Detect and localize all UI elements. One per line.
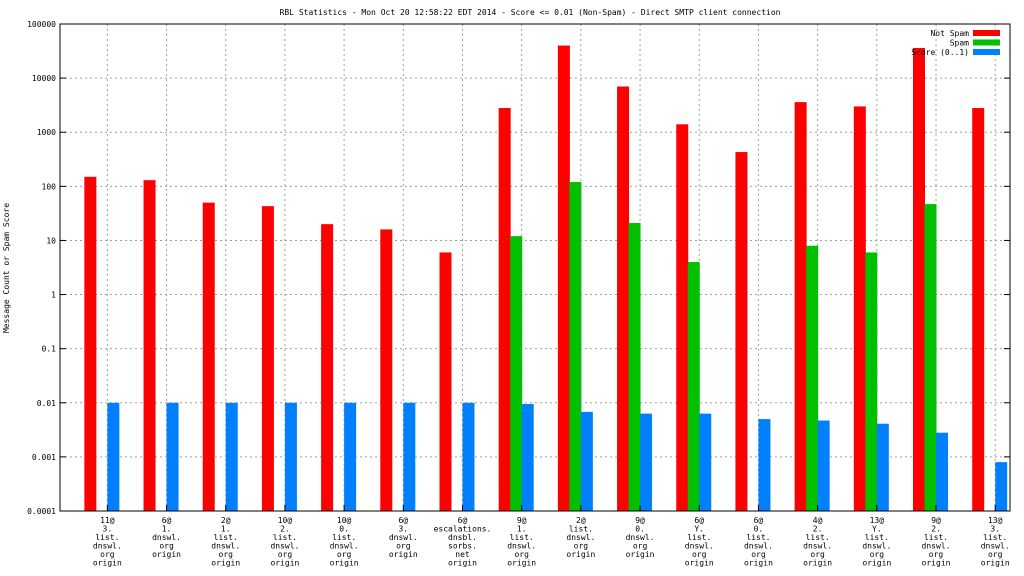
legend-label: Spam [950, 39, 969, 48]
bar-not-spam [202, 202, 215, 511]
bar-score-0-1 [995, 462, 1008, 511]
bar-score-0-1 [876, 423, 889, 511]
bars [84, 45, 1008, 512]
legend-label: Not Spam [930, 29, 969, 38]
bar-not-spam [913, 48, 926, 511]
bar-score-0-1 [817, 420, 830, 511]
x-tick-label: 2@ 1. list. dnswl. org origin [211, 516, 240, 568]
bar-score-0-1 [758, 419, 771, 511]
x-tick-label: 9@ 1. list. dnswl. org origin [507, 516, 536, 568]
bar-score-0-1 [344, 402, 357, 511]
x-tick-label: 6@ 3. dnswl. org origin [389, 516, 418, 559]
bar-not-spam [498, 108, 511, 511]
y-ticks: 0.0001 0.001 0.01 0.1 1 10 100 1000 10000 100000 [27, 20, 1010, 516]
y-tick-label: 100 [42, 182, 57, 191]
x-tick-label: 9@ 2. list. dnswl. org origin [922, 516, 951, 568]
y-axis-label: Message Count or Spam Score [2, 203, 11, 333]
x-tick-label: 2@ list. dnswl. org origin [566, 516, 595, 559]
legend-swatch [973, 30, 1000, 36]
plot-frame [59, 23, 1011, 512]
bar-spam [510, 236, 523, 512]
x-tick-label: 6@ 0. list. dnswl. org origin [744, 516, 773, 568]
bar-score-0-1 [936, 432, 949, 511]
bar-score-0-1 [640, 413, 653, 511]
bar-spam [865, 252, 878, 512]
bar-score-0-1 [166, 402, 179, 511]
y-tick-label: 10000 [32, 74, 56, 83]
y-tick-label: 0.1 [42, 345, 57, 354]
bar-score-0-1 [107, 402, 120, 511]
x-tick-label: 6@ 1. dnswl. org origin [152, 516, 181, 559]
bar-not-spam [557, 45, 570, 512]
legend-label: Score (0..1) [911, 48, 969, 57]
x-tick-label: 13@ 3. list. dnswl. org origin [981, 516, 1010, 568]
bar-not-spam [261, 206, 274, 512]
bar-not-spam [735, 152, 748, 511]
bar-score-0-1 [521, 403, 534, 511]
bar-not-spam [972, 108, 985, 511]
bar-spam [628, 223, 641, 512]
bar-spam [569, 182, 582, 511]
bar-score-0-1 [580, 411, 593, 511]
y-tick-label: 100000 [27, 20, 56, 29]
x-tick-label: 10@ 0. list. dnswl. org origin [330, 516, 359, 568]
y-tick-label: 0.0001 [27, 507, 56, 516]
y-tick-label: 1 [51, 291, 56, 300]
bar-not-spam [84, 176, 97, 511]
x-ticks: 11@ 3. list. dnswl. org origin 6@ 1. dnswl. org or… [93, 505, 1010, 568]
y-tick-label: 0.01 [37, 399, 56, 408]
bar-not-spam [617, 86, 630, 511]
bar-not-spam [853, 106, 866, 511]
bar-spam [806, 245, 819, 511]
x-tick-label: 6@ Y. list. dnswl. org origin [685, 516, 714, 568]
y-tick-label: 1000 [37, 128, 56, 137]
bar-not-spam [794, 102, 807, 511]
y-tick-label: 10 [46, 236, 56, 245]
bar-score-0-1 [225, 402, 238, 511]
x-tick-label: 11@ 3. list. dnswl. org origin [93, 516, 122, 568]
bar-score-0-1 [462, 402, 475, 511]
bar-not-spam [321, 224, 334, 511]
bar-not-spam [143, 180, 156, 511]
bar-score-0-1 [403, 402, 416, 511]
y-tick-label: 0.001 [32, 453, 56, 462]
legend-swatch [973, 39, 1000, 46]
bar-not-spam [676, 124, 689, 512]
bar-spam [687, 261, 700, 511]
x-tick-label: 6@ escalations. dnsbl. sorbs. net origin [434, 516, 492, 568]
x-tick-label: 13@ Y. list. dnswl. org origin [862, 516, 891, 568]
x-tick-label: 10@ 2. list. dnswl. org origin [270, 516, 299, 568]
legend-swatch [973, 49, 1000, 55]
chart-title: RBL Statistics - Mon Oct 20 12:58:22 EDT… [280, 8, 781, 17]
bar-not-spam [439, 252, 452, 512]
bar-not-spam [380, 229, 393, 511]
x-tick-label: 4@ 2. list. dnswl. org origin [803, 516, 832, 568]
bar-score-0-1 [699, 413, 712, 511]
bar-spam [924, 204, 937, 511]
bar-score-0-1 [284, 402, 297, 511]
x-tick-label: 9@ 0. dnswl. org origin [626, 516, 655, 559]
